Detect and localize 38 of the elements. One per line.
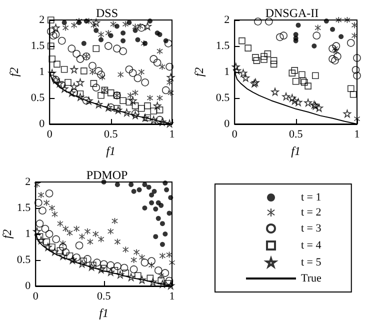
y-tick-label: 0 [224, 118, 230, 130]
x-axis-title: f1 [99, 306, 108, 320]
y-tick-label: 1.5 [30, 40, 46, 52]
y-tick-label: 0.5 [16, 254, 32, 266]
x-axis-title: f1 [291, 144, 300, 158]
y-tick-label: 2 [39, 14, 45, 26]
y-tick-label: 1 [25, 228, 31, 240]
y-tick-label: 2 [224, 14, 230, 26]
x-tick-label: 0 [232, 128, 238, 140]
y-tick-label: 1.5 [16, 202, 32, 214]
y-tick-label: 2 [25, 176, 31, 188]
x-axis-title: f1 [106, 144, 116, 158]
y-tick-label: 1 [39, 66, 45, 78]
y-tick-label: 0.5 [216, 92, 230, 104]
y-tick-label: 1 [224, 66, 230, 78]
legend-label: t = 4 [301, 240, 322, 252]
x-tick-label: 0.5 [288, 128, 304, 140]
x-tick-label: 0 [46, 128, 53, 140]
x-tick-label: 1 [354, 128, 360, 140]
y-axis-title: f2 [0, 229, 14, 239]
legend-label: t = 1 [301, 192, 322, 204]
y-tick-label: 1.5 [216, 40, 230, 52]
y-tick-label: 0 [39, 118, 46, 130]
x-tick-label: 1 [169, 128, 175, 140]
chart-title: DSS [96, 6, 118, 20]
y-axis-title: f2 [192, 67, 206, 77]
chart-title: PDMOP [86, 168, 128, 182]
y-tick-label: 0.5 [30, 92, 46, 104]
x-tick-label: 0.5 [104, 128, 118, 140]
legend-label: t = 5 [301, 256, 322, 268]
chart-title: DNSGA-II [265, 6, 319, 20]
x-tick-label: 1 [169, 290, 175, 302]
x-tick-label: 0.5 [96, 290, 112, 302]
legend-label: True [301, 272, 322, 284]
y-axis-title: f2 [7, 67, 21, 77]
legend-label: t = 3 [301, 222, 322, 234]
y-tick-label: 0 [25, 280, 32, 292]
legend-label: t = 2 [301, 206, 322, 218]
